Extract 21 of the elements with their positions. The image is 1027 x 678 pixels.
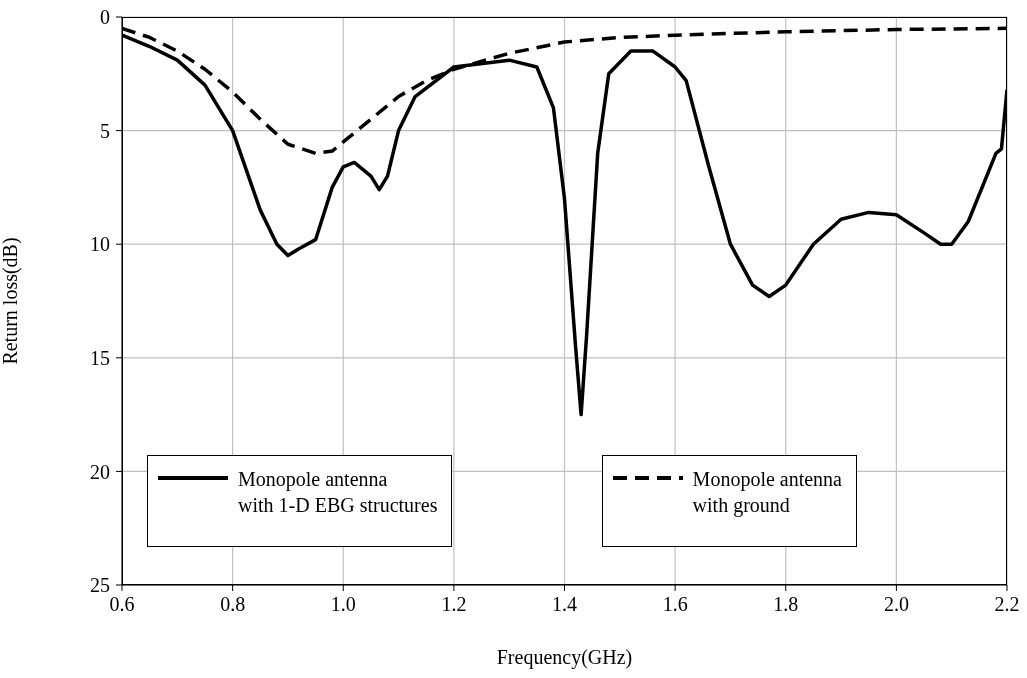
x-tick-label: 1.6 — [662, 593, 688, 616]
x-tick-label: 1.8 — [773, 593, 799, 616]
legend-label: Monopole antenna with ground — [692, 467, 842, 518]
y-tick-label: 20 — [90, 460, 110, 483]
x-tick-label: 0.6 — [109, 593, 135, 616]
y-tick-label: 0 — [100, 6, 110, 29]
x-axis-title: Frequency(GHz) — [496, 646, 633, 669]
x-tick-label: 0.8 — [220, 593, 246, 616]
x-tick-label: 1.4 — [552, 593, 577, 616]
legend-box: Monopole antenna with 1-D EBG structures — [147, 455, 453, 547]
x-tick-label: 2.2 — [994, 593, 1020, 616]
legend-box: Monopole antenna with ground — [601, 455, 857, 547]
y-tick-label: 25 — [90, 574, 110, 597]
y-tick-label: 10 — [90, 233, 110, 256]
x-tick-label: 2.0 — [883, 593, 909, 616]
legend-label: Monopole antenna with 1-D EBG structures — [238, 467, 438, 518]
x-tick-label: 1.2 — [441, 593, 467, 616]
x-tick-label: 1.0 — [330, 593, 356, 616]
y-tick-label: 15 — [90, 346, 110, 369]
y-tick-label: 5 — [100, 119, 110, 142]
y-axis-title: Return loss(dB) — [0, 237, 23, 365]
